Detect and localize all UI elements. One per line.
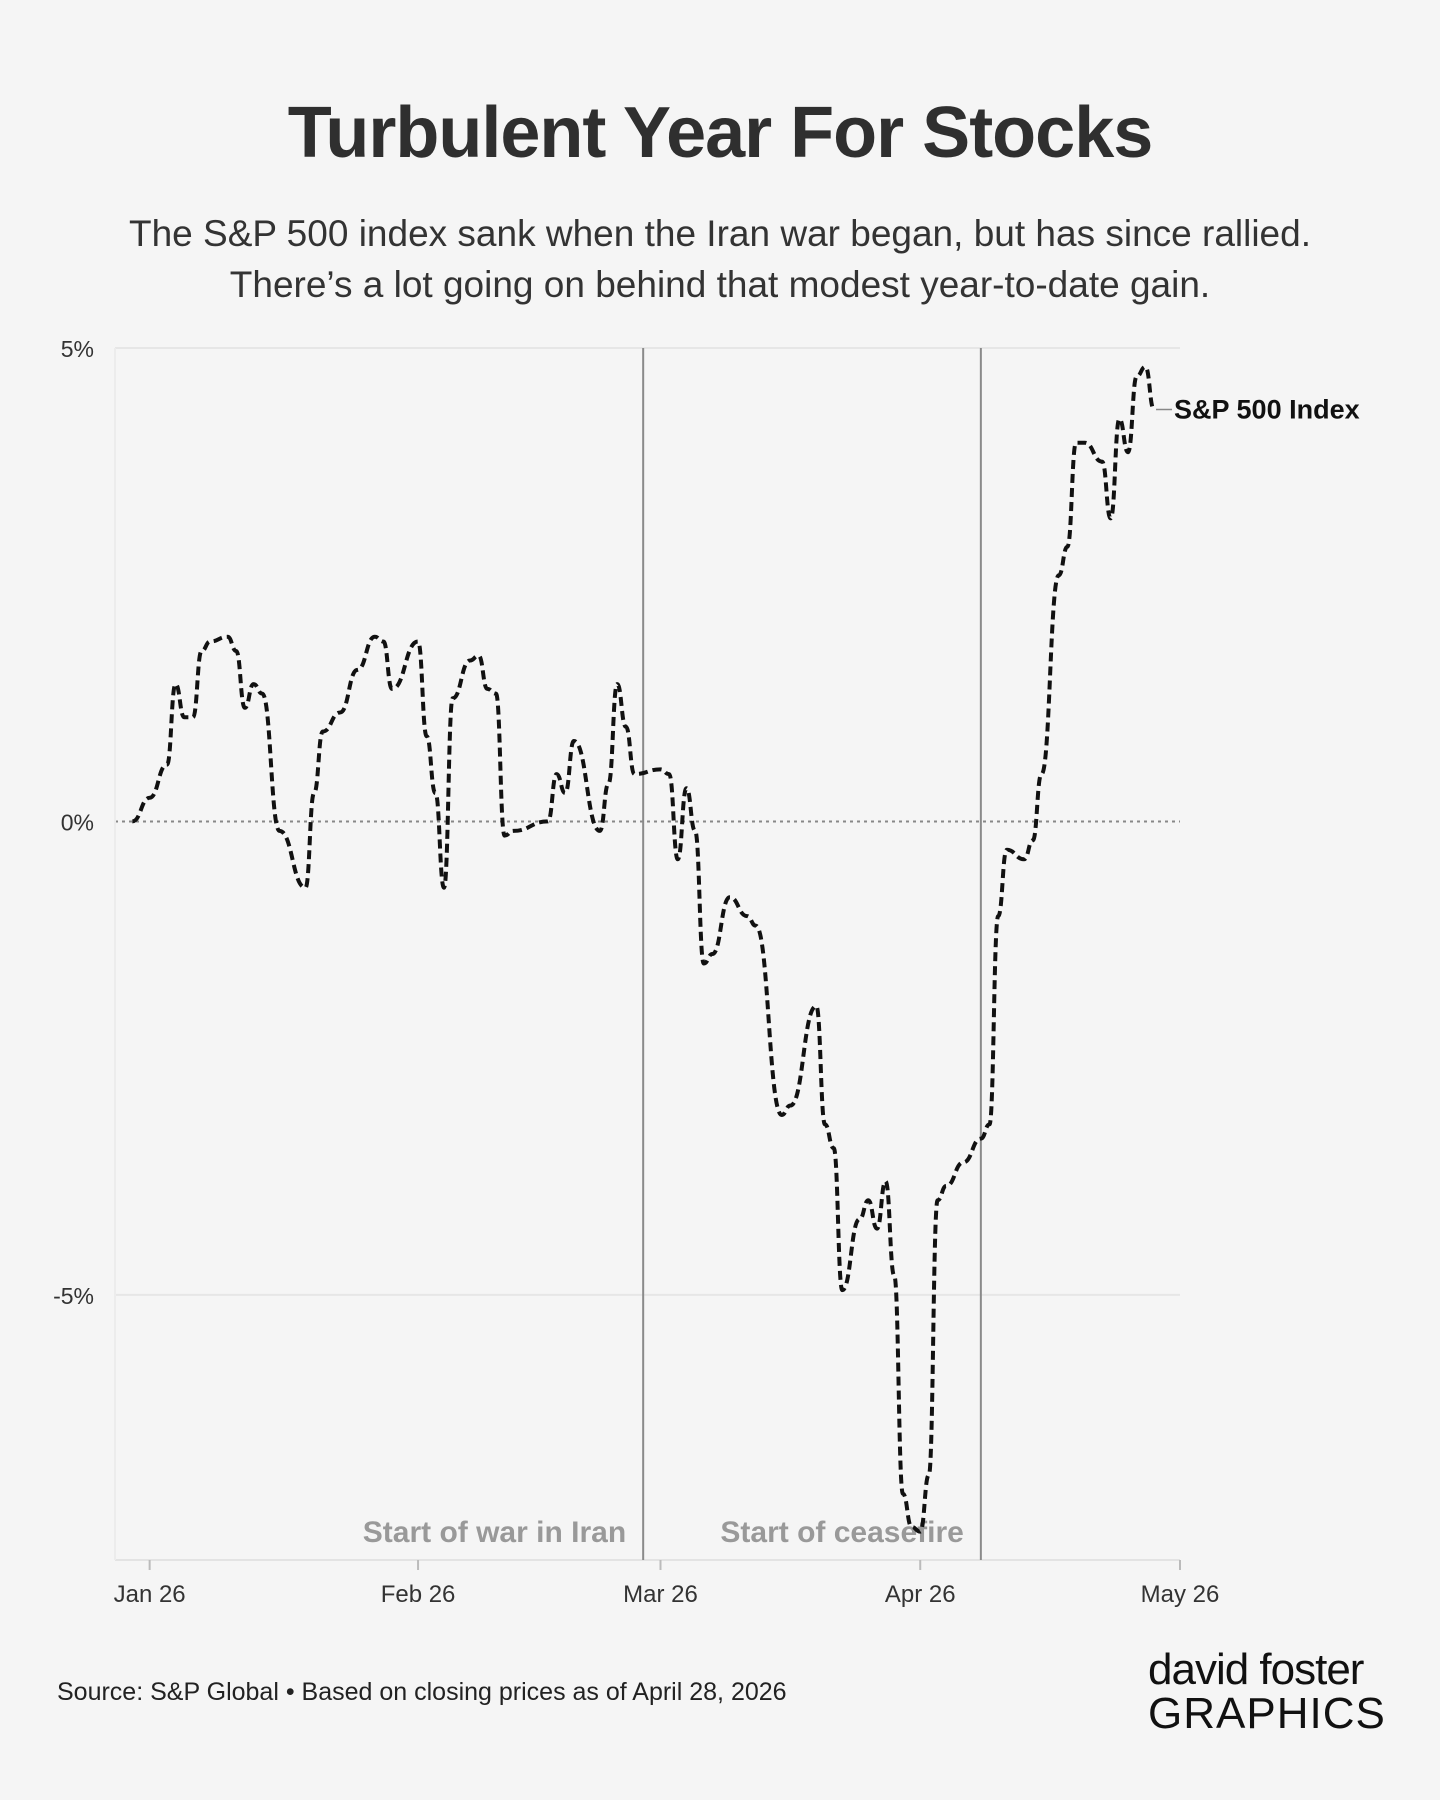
series-line-sp500 — [131, 364, 1156, 1534]
chart-title: Turbulent Year For Stocks — [287, 93, 1154, 173]
y-tick-label: -5% — [53, 1283, 94, 1309]
logo-line-1: david foster — [1148, 1645, 1364, 1694]
subtitle-line-1: The S&P 500 index sank when the Iran war… — [129, 213, 1311, 254]
source-note: Source: S&P Global • Based on closing pr… — [57, 1678, 787, 1706]
chart-subtitle: The S&P 500 index sank when the Iran war… — [0, 208, 1440, 310]
x-tick-label: May 26 — [1141, 1581, 1220, 1608]
series-label: S&P 500 Index — [1174, 395, 1360, 425]
y-tick-label: 0% — [61, 809, 94, 835]
logo-line-2: GRAPHICS — [1148, 1689, 1386, 1738]
annotation-label: Start of war in Iran — [363, 1516, 626, 1549]
subtitle-line-2: There’s a lot going on behind that modes… — [229, 264, 1211, 305]
x-tick-label: Apr 26 — [885, 1581, 956, 1608]
x-tick-label: Jan 26 — [114, 1581, 186, 1608]
y-tick-label: 5% — [61, 336, 94, 362]
brand-logo: david foster GRAPHICS — [1148, 1648, 1388, 1736]
x-tick-label: Feb 26 — [381, 1581, 456, 1608]
x-tick-label: Mar 26 — [623, 1581, 698, 1608]
annotation-label: Start of ceasefire — [720, 1516, 963, 1549]
